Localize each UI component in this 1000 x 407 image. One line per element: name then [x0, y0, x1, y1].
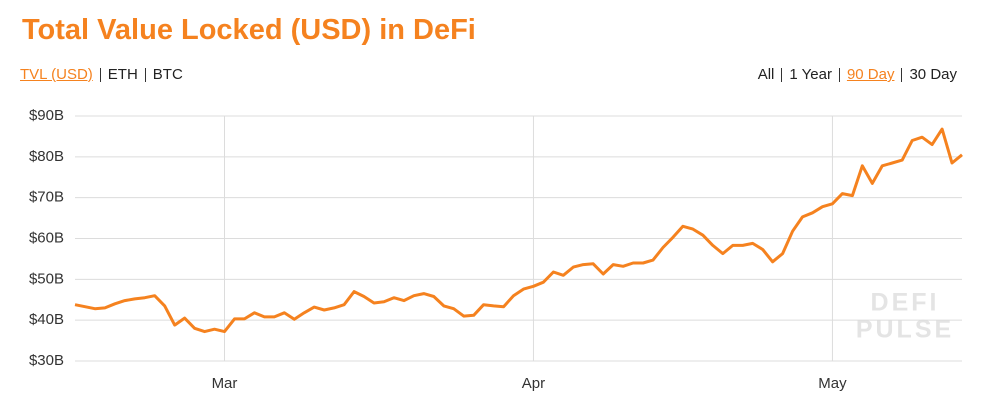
watermark: DEFI — [871, 289, 940, 317]
y-tick-label: $60B — [29, 229, 64, 246]
series-line — [74, 127, 963, 334]
y-tick-label: $90B — [29, 107, 64, 124]
y-tick-label: $70B — [29, 189, 64, 206]
y-tick-label: $40B — [29, 311, 64, 328]
toggle-option[interactable]: 30 Day — [909, 66, 957, 83]
toggle-option[interactable]: 1 Year — [789, 66, 832, 83]
y-tick-label: $30B — [29, 352, 64, 369]
separator — [901, 67, 903, 82]
toggle-option[interactable]: BTC — [152, 66, 183, 83]
range-toggle: All 1 Year 90 Day 30 Day — [751, 66, 964, 83]
separator — [99, 67, 101, 82]
toggle-option[interactable]: TVL (USD) — [20, 66, 93, 83]
metric-toggle: TVL (USD) ETH BTC — [20, 66, 190, 83]
toggle-option[interactable]: ETH — [107, 66, 138, 83]
chart-title: Total Value Locked (USD) in DeFi — [22, 14, 476, 46]
x-tick-label: May — [818, 375, 847, 392]
separator — [838, 67, 840, 82]
y-tick-label: $50B — [29, 270, 64, 287]
toggle-option[interactable]: All — [757, 66, 775, 83]
x-tick-label: Mar — [212, 375, 238, 392]
separator — [144, 67, 146, 82]
separator — [781, 67, 783, 82]
x-tick-label: Apr — [522, 375, 545, 392]
y-tick-label: $80B — [29, 148, 64, 165]
toggle-option[interactable]: 90 Day — [846, 66, 895, 83]
